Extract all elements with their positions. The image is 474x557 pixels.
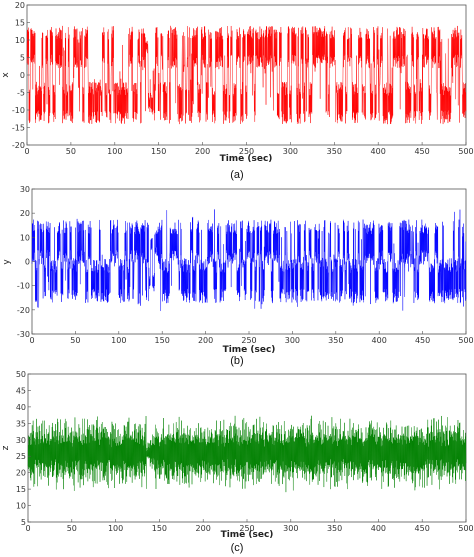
y-axis-label-b: y [2, 259, 12, 265]
x-tick-label: 400 [371, 147, 386, 156]
x-tick-label: 150 [152, 524, 167, 533]
y-tick-label: 30 [16, 436, 26, 445]
x-tick-label: 150 [155, 336, 170, 345]
x-tick-label: 100 [107, 147, 122, 156]
y-tick-label: -30 [17, 330, 30, 339]
x-tick-label: 0 [24, 147, 29, 156]
caption-c: (c) [231, 542, 244, 554]
y-axis-label-a: x [1, 72, 11, 78]
y-ticks-c: 5 10 15 20 25 30 35 40 45 50 [16, 370, 31, 527]
series-line [26, 25, 467, 125]
x-axis-label-c: Time (sec) [221, 530, 274, 540]
y-tick-label: 0 [25, 258, 30, 267]
y-tick-label: 10 [16, 502, 26, 511]
y-tick-label: 35 [16, 419, 26, 428]
y-tick-label: 50 [16, 370, 26, 379]
x-axis-label-a: Time (sec) [220, 154, 273, 164]
y-tick-label: 30 [20, 185, 30, 194]
x-tick-label: 500 [458, 336, 473, 345]
series-z [27, 415, 467, 493]
panel-a: 0 50 100 150 200 250 300 350 400 450 500 -20-15-10… [1, 1, 474, 181]
x-tick-label: 150 [151, 147, 166, 156]
series-line [31, 209, 467, 312]
y-tick-label: 25 [16, 452, 26, 461]
y-tick-label: -10 [17, 282, 30, 291]
x-tick-label: 50 [67, 524, 77, 533]
y-tick-label: -10 [12, 106, 25, 115]
y-tick-label: 15 [15, 19, 25, 28]
x-tick-label: 200 [198, 336, 213, 345]
y-ticks-a: -20 -15 -10 -5 0 5 10 15 20 [12, 1, 30, 150]
x-tick-label: 450 [414, 147, 429, 156]
y-tick-label: 10 [20, 233, 30, 242]
x-axis-label-b: Time (sec) [223, 345, 276, 355]
x-tick-label: 250 [239, 147, 254, 156]
x-tick-label: 300 [283, 524, 298, 533]
x-tick-label: 200 [196, 524, 211, 533]
x-tick-label: 100 [111, 336, 126, 345]
y-ticks-b: -30 -20 -10 0 10 20 30 [17, 185, 35, 339]
series-y [31, 209, 467, 312]
y-tick-label: 20 [15, 1, 25, 10]
x-tick-label: 300 [283, 147, 298, 156]
y-tick-label: 20 [20, 209, 30, 218]
y-tick-label: 0 [20, 71, 25, 80]
x-tick-label: 100 [108, 524, 123, 533]
x-ticks-c: 0 50 100 150 200 250 300 350 400 450 500 [25, 519, 474, 533]
x-tick-label: 50 [70, 336, 80, 345]
x-tick-label: 50 [66, 147, 76, 156]
y-tick-label: -15 [12, 124, 25, 133]
x-tick-label: 300 [285, 336, 300, 345]
x-tick-label: 450 [415, 524, 430, 533]
y-tick-label: 10 [15, 36, 25, 45]
x-tick-label: 400 [372, 336, 387, 345]
x-tick-label: 350 [327, 147, 342, 156]
x-tick-label: 500 [458, 147, 473, 156]
plot-area-b [31, 188, 467, 335]
x-tick-label: 200 [195, 147, 210, 156]
panel-c: 0 50 100 150 200 250 300 350 400 450 500 5 10 15 20 25… [1, 370, 474, 554]
y-tick-label: 15 [16, 485, 26, 494]
x-tick-label: 450 [415, 336, 430, 345]
x-tick-label: 250 [241, 336, 256, 345]
x-tick-label: 500 [458, 524, 473, 533]
x-tick-label: 0 [25, 524, 30, 533]
y-tick-label: -20 [12, 141, 25, 150]
x-tick-label: 250 [239, 524, 254, 533]
x-ticks-a: 0 50 100 150 200 250 300 350 400 450 500 [24, 142, 474, 156]
series-line [27, 415, 467, 493]
x-tick-label: 400 [371, 524, 386, 533]
x-tick-label: 350 [327, 524, 342, 533]
x-ticks-b: 0 50 100 150 200 250 300 350 400 450 500 [29, 331, 474, 345]
y-tick-label: 5 [20, 54, 25, 63]
y-tick-label: 20 [16, 469, 26, 478]
y-tick-label: 5 [21, 518, 26, 527]
y-tick-label: -5 [17, 89, 25, 98]
y-tick-label: -20 [17, 306, 30, 315]
caption-a: (a) [230, 169, 243, 181]
x-tick-label: 0 [29, 336, 34, 345]
panel-b: 0 50 100 150 200 250 300 350 400 450 500 -30-20-10… [2, 185, 474, 367]
caption-b: (b) [230, 355, 243, 367]
series-x [26, 25, 467, 125]
y-tick-label: 45 [16, 386, 26, 395]
y-axis-label-c: z [1, 445, 11, 450]
x-tick-label: 350 [328, 336, 343, 345]
y-tick-label: 40 [16, 403, 26, 412]
